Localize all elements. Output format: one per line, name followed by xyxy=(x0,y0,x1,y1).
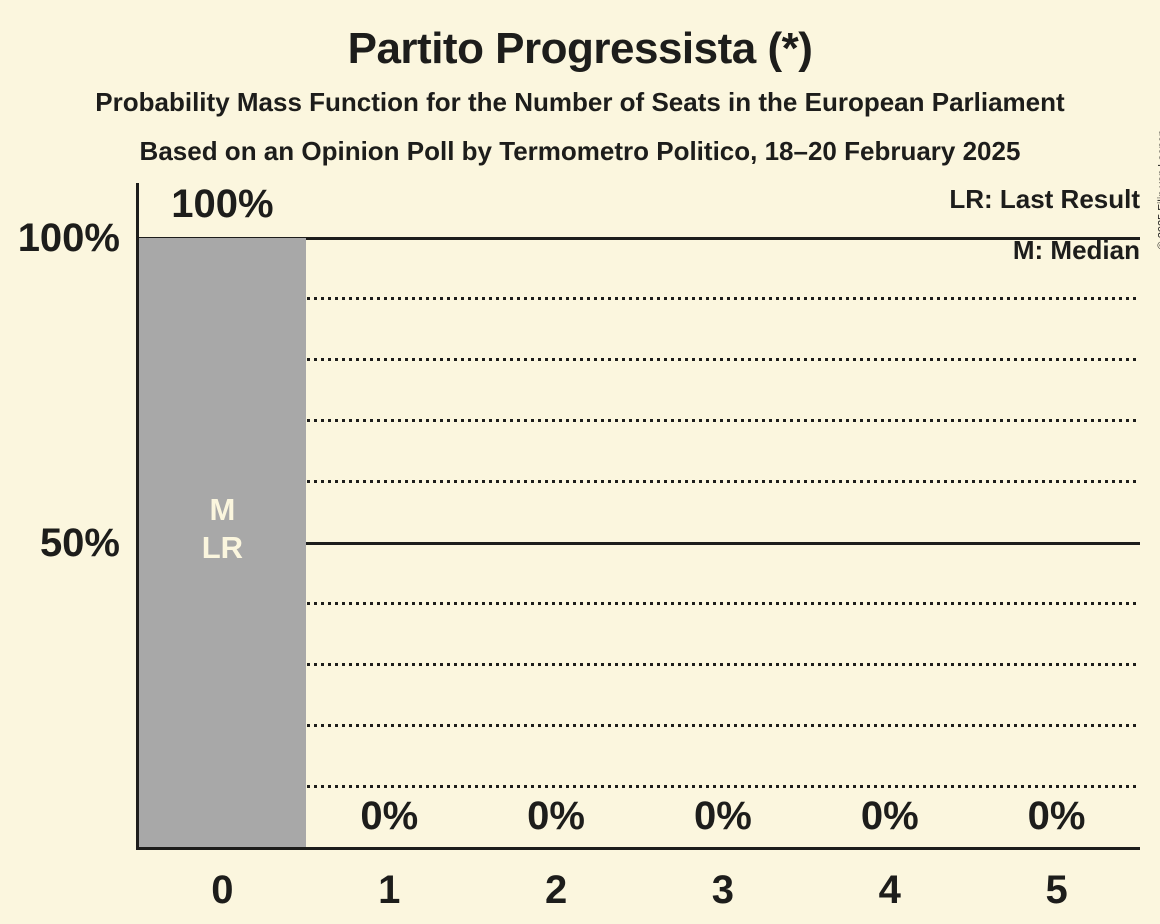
gridline-solid-50 xyxy=(139,542,1140,545)
gridline-solid-100 xyxy=(139,237,1140,240)
gridline-dotted-20 xyxy=(139,724,1140,727)
gridline-dotted-80 xyxy=(139,358,1140,361)
y-axis-line xyxy=(136,183,139,850)
bar-value-label-4: 0% xyxy=(860,794,919,838)
y-axis-label-50: 50% xyxy=(39,521,120,565)
bar-seat-0 xyxy=(139,238,306,848)
median-last-result-marker: M LR xyxy=(139,491,306,567)
x-axis-label-0: 0 xyxy=(211,868,234,912)
bar-value-label-5: 0% xyxy=(1027,794,1086,838)
bar-value-label-1: 0% xyxy=(360,794,419,838)
chart-poll-note: Based on an Opinion Poll by Termometro P… xyxy=(139,136,1021,166)
gridline-dotted-30 xyxy=(139,663,1140,666)
chart-title: Partito Progressista (*) xyxy=(347,24,813,73)
gridline-dotted-10 xyxy=(139,785,1140,788)
gridline-dotted-70 xyxy=(139,419,1140,422)
chart-subtitle: Probability Mass Function for the Number… xyxy=(95,87,1065,117)
legend-last-result: LR: Last Result xyxy=(949,184,1140,214)
marker-line-lr: LR xyxy=(201,530,244,565)
bar-value-label-2: 0% xyxy=(527,794,585,838)
x-axis-label-3: 3 xyxy=(711,868,735,912)
bar-value-label-0: 100% xyxy=(171,182,274,226)
bar-value-label-3: 0% xyxy=(694,794,752,838)
gridline-dotted-40 xyxy=(139,602,1140,605)
x-axis-label-1: 1 xyxy=(378,868,401,912)
x-axis-label-2: 2 xyxy=(544,868,568,912)
gridline-dotted-90 xyxy=(139,297,1140,300)
gridline-dotted-60 xyxy=(139,480,1140,483)
x-axis-label-4: 4 xyxy=(878,868,901,912)
marker-line-m: M xyxy=(209,492,236,527)
y-axis-label-100: 100% xyxy=(17,216,120,260)
legend-median: M: Median xyxy=(1012,235,1140,265)
x-axis-label-5: 5 xyxy=(1045,868,1068,912)
copyright-notice: © 2025 Filip van Laenen xyxy=(1156,130,1160,249)
x-axis-line xyxy=(136,847,1140,850)
